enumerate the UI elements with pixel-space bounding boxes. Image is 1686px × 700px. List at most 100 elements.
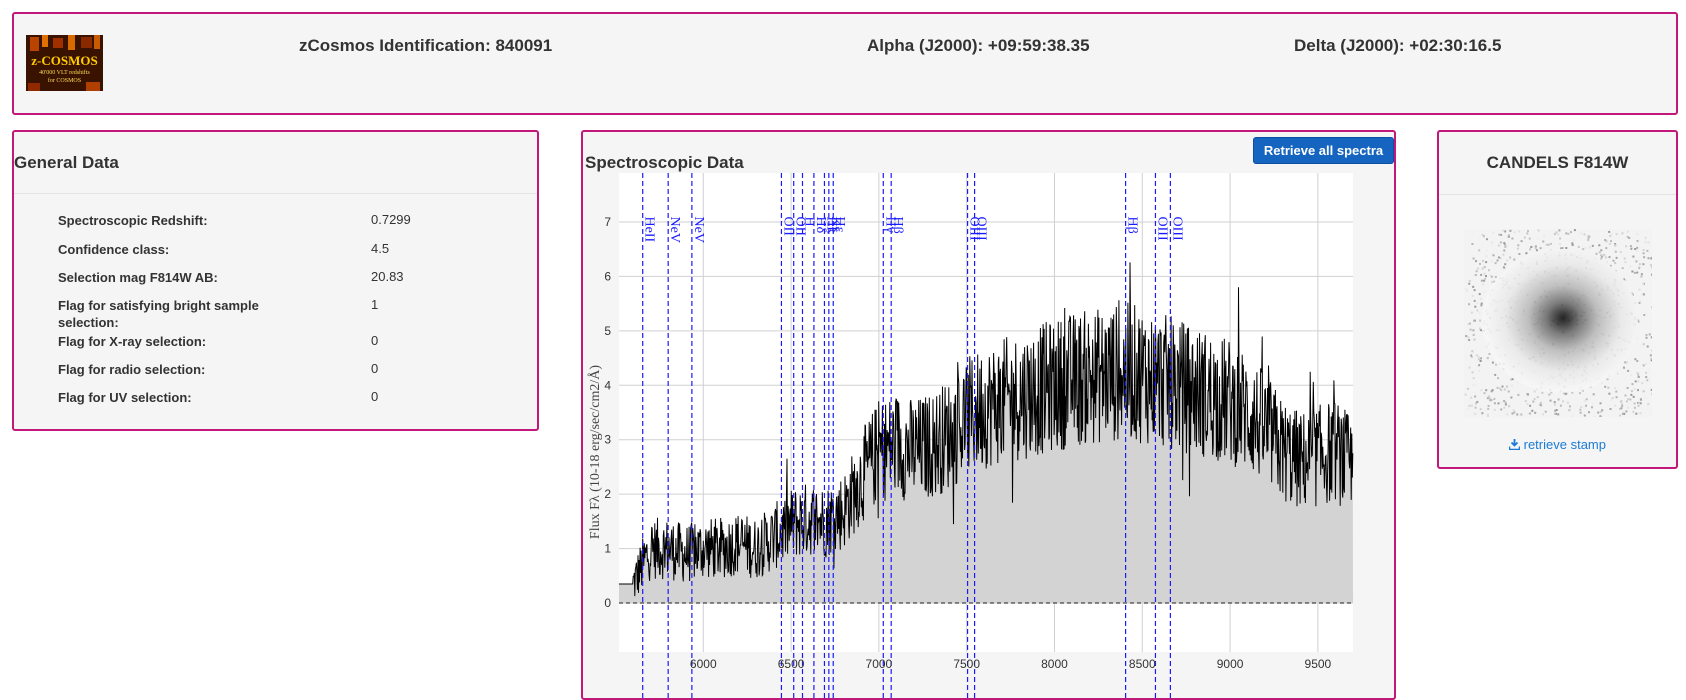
stamp-pixel — [1537, 396, 1539, 398]
stamp-pixel — [1646, 250, 1648, 252]
y-tick-label: 1 — [604, 542, 611, 556]
stamp-pixel — [1601, 256, 1603, 258]
stamp-pixel — [1554, 410, 1556, 412]
stamp-pixel — [1638, 405, 1640, 407]
stamp-pixel — [1470, 397, 1472, 399]
stamp-pixel — [1651, 389, 1652, 391]
stamp-pixel — [1500, 409, 1502, 411]
stamp-pixel — [1514, 231, 1516, 233]
stamp-pixel — [1630, 266, 1632, 268]
stamp-pixel — [1474, 306, 1476, 308]
retrieve-stamp-label: retrieve stamp — [1524, 437, 1606, 452]
emission-line-label: Hβ — [890, 217, 905, 234]
confidence-label: Confidence class: — [58, 241, 288, 258]
stamp-pixel — [1559, 243, 1561, 245]
stamp-pixel — [1491, 242, 1493, 244]
stamp-pixel — [1505, 404, 1507, 406]
stamp-pixel — [1473, 334, 1475, 336]
stamp-pixel — [1479, 320, 1481, 322]
x-tick-label: 7500 — [953, 657, 980, 671]
stamp-pixel — [1472, 371, 1474, 373]
stamp-pixel — [1487, 397, 1489, 399]
stamp-pixel — [1513, 259, 1515, 261]
stamp-pixel — [1557, 233, 1559, 235]
stamp-pixel — [1500, 241, 1502, 243]
stamp-pixel — [1480, 389, 1482, 391]
stamp-pixel — [1497, 387, 1499, 389]
stamp-pixel — [1585, 405, 1587, 407]
radio-flag-label: Flag for radio selection: — [58, 361, 288, 378]
stamp-pixel — [1486, 238, 1488, 240]
stamp-pixel — [1635, 413, 1637, 415]
stamp-pixel — [1648, 369, 1650, 371]
stamp-pixel — [1625, 279, 1627, 281]
stamp-pixel — [1532, 401, 1534, 403]
y-tick-label: 5 — [604, 324, 611, 338]
stamp-pixel — [1627, 407, 1629, 409]
stamp-pixel — [1640, 276, 1642, 278]
stamp-pixel — [1485, 389, 1487, 391]
header-panel: z-COSMOS 40'000 VLT redshifts for COSMOS… — [12, 12, 1678, 115]
stamp-pixel — [1645, 363, 1647, 365]
stamp-pixel — [1513, 409, 1515, 411]
x-tick-label: 8000 — [1041, 657, 1068, 671]
stamp-pixel — [1480, 357, 1482, 359]
stamp-pixel — [1494, 409, 1496, 411]
stamp-pixel — [1648, 257, 1650, 259]
stamp-pixel — [1597, 412, 1599, 414]
stamp-pixel — [1578, 246, 1580, 248]
stamp-pixel — [1614, 387, 1616, 389]
stamp-pixel — [1569, 405, 1571, 407]
x-tick-label: 9000 — [1217, 657, 1244, 671]
stamp-pixel — [1473, 377, 1475, 379]
stamp-pixel — [1649, 333, 1651, 335]
stamp-pixel — [1527, 393, 1529, 395]
y-tick-label: 6 — [604, 269, 611, 283]
stamp-pixel — [1622, 267, 1624, 269]
stamp-pixel — [1646, 334, 1648, 336]
x-tick-label: 6000 — [690, 657, 717, 671]
stamp-pixel — [1545, 411, 1547, 413]
stamp-pixel — [1469, 323, 1471, 325]
stamp-pixel — [1518, 231, 1520, 233]
stamp-pixel — [1506, 413, 1508, 415]
stamp-pixel — [1466, 288, 1468, 290]
stamp-pixel — [1492, 232, 1494, 234]
stamp-pixel — [1534, 412, 1536, 414]
x-tick-label: 6500 — [778, 657, 805, 671]
stamp-pixel — [1610, 240, 1612, 242]
stamp-pixel — [1487, 408, 1489, 410]
stamp-pixel — [1642, 283, 1644, 285]
stamp-pixel — [1626, 400, 1628, 402]
stamp-pixel — [1640, 345, 1642, 347]
stamp-pixel — [1619, 415, 1621, 417]
stamp-pixel — [1582, 390, 1584, 392]
stamp-pixel — [1521, 240, 1523, 242]
stamp-pixel — [1518, 414, 1520, 416]
stamp-pixel — [1479, 263, 1481, 265]
stamp-pixel — [1600, 416, 1602, 417]
xray-flag-label: Flag for X-ray selection: — [58, 333, 288, 350]
stamp-pixel — [1646, 379, 1648, 381]
stamp-pixel — [1471, 312, 1473, 314]
download-icon — [1509, 437, 1524, 452]
stamp-pixel — [1469, 280, 1471, 282]
stamp-pixel — [1508, 405, 1510, 407]
stamp-pixel — [1634, 403, 1636, 405]
stamp-pixel — [1643, 390, 1645, 392]
stamp-pixel — [1473, 320, 1475, 322]
stamp-pixel — [1606, 261, 1608, 263]
stamp-pixel — [1493, 398, 1495, 400]
stamp-pixel — [1554, 401, 1556, 403]
stamp-pixel — [1598, 244, 1600, 246]
stamp-pixel — [1640, 399, 1642, 401]
x-tick-label: 7000 — [866, 657, 893, 671]
stamp-pixel — [1504, 244, 1506, 246]
stamp-pixel — [1625, 245, 1627, 247]
stamp-pixel — [1631, 271, 1633, 273]
stamp-pixel — [1539, 404, 1541, 406]
retrieve-stamp-link[interactable]: retrieve stamp — [1439, 437, 1676, 452]
stamp-pixel — [1483, 280, 1485, 282]
stamp-pixel — [1650, 358, 1652, 360]
